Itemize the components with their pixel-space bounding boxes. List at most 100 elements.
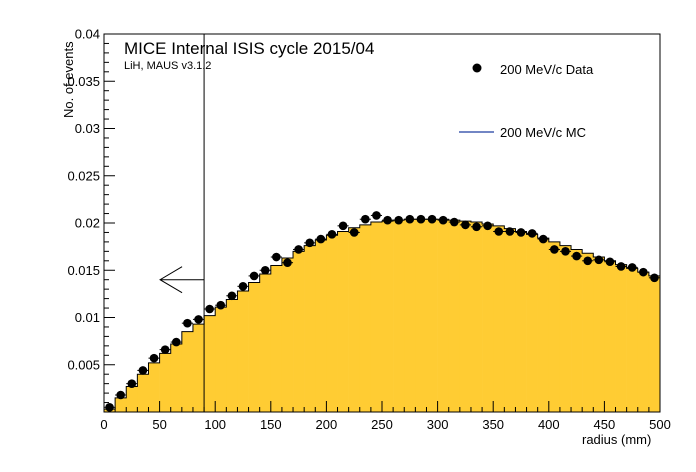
mc-bar — [426, 219, 438, 412]
data-point — [272, 252, 281, 262]
data-point — [294, 245, 303, 254]
mc-bar — [459, 221, 472, 412]
data-point — [561, 247, 570, 256]
x-tick-label: 350 — [482, 417, 504, 432]
data-point — [472, 222, 481, 232]
data-point — [327, 230, 337, 239]
mc-bar — [648, 275, 661, 412]
data-point — [316, 234, 326, 244]
mc-bar — [215, 307, 227, 412]
x-tick-label: 250 — [371, 417, 393, 432]
data-point — [205, 304, 214, 314]
mc-histogram — [103, 218, 661, 412]
mc-bar — [270, 265, 283, 412]
mc-bar — [181, 331, 194, 412]
mc-bar — [248, 282, 260, 412]
data-point — [238, 282, 248, 291]
mc-bar — [504, 228, 516, 412]
cut-arrow — [159, 266, 205, 294]
y-axis: 0.005 0.01 0.015 0.02 0.025 0.03 0.035 0.04 — [67, 27, 115, 413]
data-point — [583, 256, 593, 266]
data-point — [516, 228, 526, 237]
data-point — [627, 263, 637, 272]
y-tick-label: 0.035 — [67, 74, 100, 89]
data-point — [105, 402, 114, 412]
y-tick-label: 0.02 — [75, 216, 100, 231]
x-tick-label: 500 — [649, 417, 671, 432]
data-point — [438, 215, 448, 225]
data-point — [383, 215, 392, 225]
mc-bar — [137, 374, 149, 412]
data-point — [639, 267, 648, 277]
data-point — [538, 234, 548, 244]
data-point — [171, 337, 181, 347]
data-point — [461, 220, 470, 230]
mc-bar — [304, 245, 316, 412]
x-tick-label: 200 — [316, 417, 338, 432]
mc-bar — [393, 220, 405, 412]
mc-bar — [515, 231, 527, 412]
mc-bar — [482, 223, 494, 412]
data-point — [249, 271, 259, 281]
x-tick-label: 0 — [100, 417, 107, 432]
x-tick-label: 150 — [260, 417, 282, 432]
data-point — [449, 217, 459, 227]
y-tick-label: 0.03 — [75, 121, 100, 136]
data-point — [349, 228, 359, 237]
mc-bar — [115, 397, 127, 412]
mc-bar — [259, 274, 272, 412]
mc-step-outline — [103, 218, 661, 412]
data-point — [505, 227, 515, 236]
mc-bar — [615, 264, 627, 412]
mc-bar — [637, 272, 650, 412]
x-tick-label: 50 — [152, 417, 166, 432]
mc-bar — [281, 257, 294, 412]
legend-data-marker — [472, 63, 482, 73]
y-tick-label: 0.025 — [67, 168, 100, 183]
mc-bar — [370, 222, 383, 412]
data-point — [283, 258, 292, 267]
mc-bar — [204, 315, 216, 412]
data-point — [550, 245, 559, 254]
x-tick-label: 300 — [427, 417, 449, 432]
data-point — [127, 379, 137, 388]
data-point — [227, 291, 237, 301]
y-tick-label: 0.005 — [67, 357, 100, 372]
mc-bar — [582, 253, 594, 412]
x-axis-label: radius (mm) — [582, 432, 651, 447]
data-point — [116, 390, 125, 400]
mc-bar — [559, 245, 572, 412]
mc-bar — [448, 220, 461, 412]
data-point — [138, 366, 148, 375]
mc-bar — [571, 249, 583, 412]
data-point — [416, 214, 426, 224]
mc-bar — [593, 257, 605, 412]
x-tick-label: 400 — [538, 417, 560, 432]
data-point — [394, 215, 403, 225]
data-point — [427, 214, 437, 224]
mc-bar — [415, 219, 427, 412]
mc-bar — [493, 225, 505, 412]
chart-subtitle: LiH, MAUS v3.1.2 — [124, 60, 211, 72]
mc-bar — [626, 268, 639, 412]
data-point — [405, 214, 415, 224]
mc-bar — [537, 238, 550, 412]
mc-bar — [315, 240, 327, 412]
data-point — [572, 251, 581, 261]
mc-bar — [337, 231, 349, 412]
mc-bar — [404, 219, 416, 412]
y-axis-label: No. of events — [61, 41, 76, 118]
x-tick-label: 450 — [594, 417, 616, 432]
mc-bar — [359, 224, 372, 412]
x-axis: 0 50 100 150 200 250 300 350 400 450 500 — [100, 401, 671, 432]
legend: 200 MeV/c Data 200 MeV/c MC — [459, 62, 594, 140]
y-tick-label: 0.01 — [75, 310, 100, 325]
mc-bar — [604, 260, 616, 412]
data-point — [338, 221, 348, 231]
mc-bar — [293, 251, 305, 412]
data-point — [361, 214, 370, 224]
mc-bar — [192, 324, 205, 412]
x-tick-label: 100 — [204, 417, 226, 432]
mc-bar — [437, 219, 450, 412]
